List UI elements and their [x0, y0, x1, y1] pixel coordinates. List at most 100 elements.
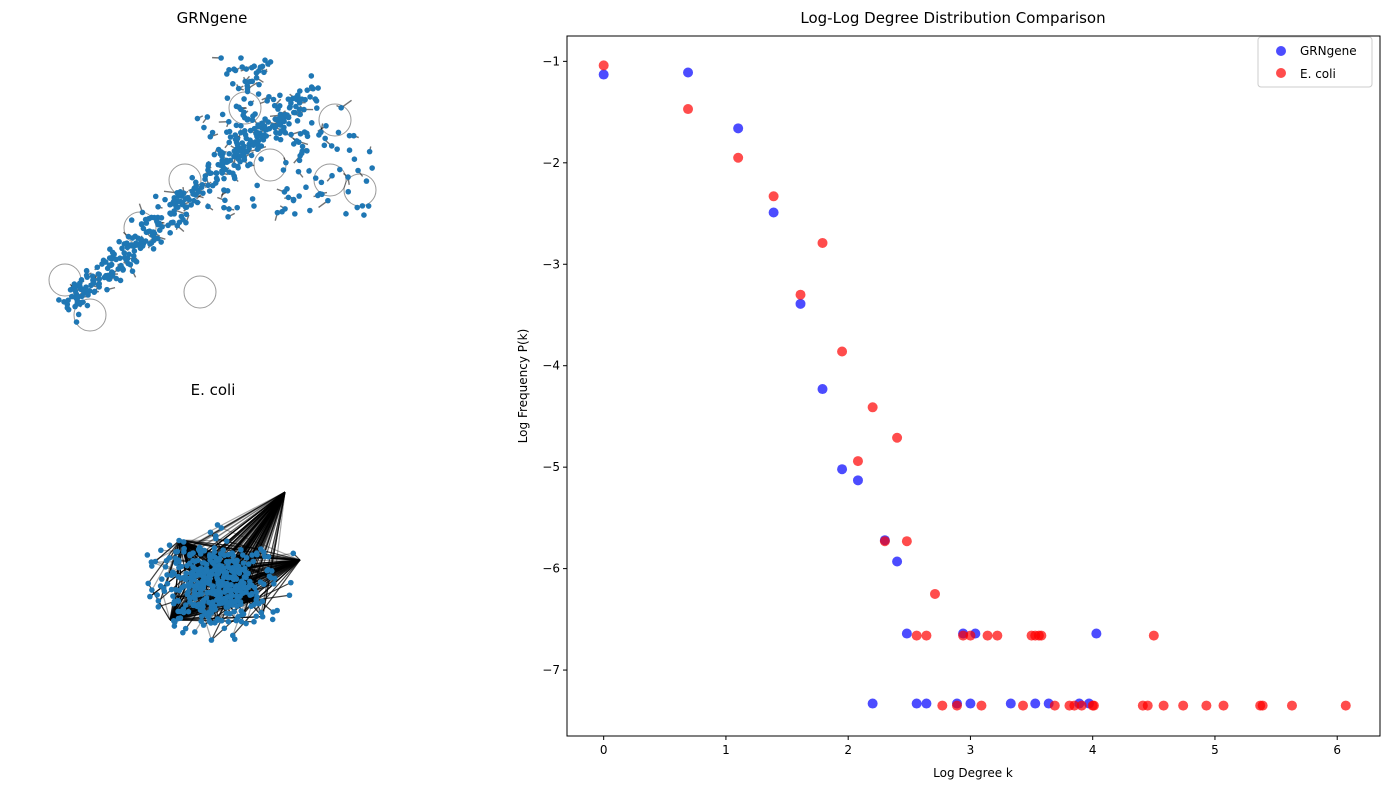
ecoli-point	[901, 536, 912, 547]
network-node	[236, 585, 242, 592]
network-node	[251, 618, 257, 625]
ecoli-point	[817, 237, 828, 248]
network-node	[212, 554, 219, 561]
grngene-point	[892, 556, 903, 567]
ecoli-point	[1286, 700, 1297, 711]
network-node	[259, 613, 266, 620]
network-node	[198, 613, 205, 620]
network-node	[218, 149, 224, 155]
x-tick-label: 6	[1333, 743, 1341, 757]
ecoli-point	[1148, 630, 1159, 641]
network-node	[138, 221, 145, 228]
network-node	[294, 92, 301, 99]
network-node	[336, 166, 343, 173]
legend-label-grngene: GRNgene	[1300, 44, 1357, 58]
network-node	[241, 96, 247, 102]
network-node	[265, 61, 271, 67]
network-node	[258, 143, 265, 149]
network-node	[259, 598, 266, 604]
network-node	[214, 616, 221, 622]
grngene-point	[1005, 698, 1016, 709]
self-loop	[318, 103, 352, 137]
network-node	[56, 297, 62, 303]
network-node	[75, 311, 82, 318]
network-node	[68, 293, 75, 300]
network-node	[157, 583, 164, 589]
network-node	[72, 288, 79, 294]
network-node	[139, 209, 146, 216]
network-node	[315, 85, 321, 91]
ecoli-point	[965, 630, 976, 641]
y-axis-label: Log Frequency P(k)	[516, 329, 530, 444]
ecoli-point	[937, 700, 948, 711]
network-node	[206, 613, 212, 620]
network-node	[204, 114, 211, 120]
network-node	[249, 196, 256, 202]
network-node	[225, 118, 232, 125]
network-node	[167, 201, 173, 208]
network-node	[187, 581, 194, 587]
network-node	[261, 69, 267, 76]
network-node	[64, 304, 71, 311]
network-node	[252, 111, 258, 117]
network-node	[227, 134, 234, 140]
network-node	[78, 277, 85, 283]
network-node	[189, 188, 196, 195]
network-node	[104, 286, 110, 293]
y-tick-label: −1	[542, 54, 560, 68]
ecoli-point	[683, 104, 694, 115]
y-tick-label: −6	[542, 562, 560, 576]
network-node	[213, 175, 220, 182]
network-node	[189, 569, 196, 575]
network-node	[129, 268, 136, 274]
grngene-point	[1030, 698, 1041, 709]
network-node	[285, 194, 292, 201]
network-node	[211, 566, 218, 573]
grngene-point	[768, 207, 779, 218]
ecoli-point	[1158, 700, 1169, 711]
grngene-point	[795, 298, 806, 309]
network-node	[297, 111, 303, 118]
network-edge	[262, 491, 286, 617]
network-node	[142, 238, 149, 244]
ecoli-point	[1036, 630, 1047, 641]
network-node	[304, 87, 311, 93]
network-node	[138, 236, 144, 242]
network-node	[224, 71, 230, 77]
network-node	[224, 188, 231, 194]
network-node	[250, 558, 257, 565]
network-node	[176, 537, 182, 544]
ecoli-point	[976, 700, 987, 711]
legend-marker-ecoli	[1276, 68, 1286, 78]
network-node	[238, 618, 245, 625]
network-node	[148, 214, 155, 221]
network-node	[220, 574, 227, 581]
network-node	[205, 163, 211, 169]
network-node	[319, 191, 325, 198]
network-node	[242, 132, 249, 138]
network-node	[144, 552, 151, 558]
network-node	[185, 589, 191, 595]
network-node	[351, 156, 358, 162]
grngene-network-graph: GRNgene	[48, 9, 377, 332]
network-node	[195, 189, 201, 196]
network-node	[206, 618, 213, 625]
network-node	[182, 625, 189, 632]
network-node	[131, 248, 138, 254]
network-node	[126, 251, 132, 258]
ecoli-point	[992, 630, 1003, 641]
network-node	[173, 549, 179, 555]
network-node	[365, 203, 372, 209]
self-loop	[73, 298, 107, 332]
network-node	[225, 563, 231, 569]
ecoli-point	[1218, 700, 1229, 711]
network-node	[238, 578, 245, 585]
network-node	[201, 547, 208, 554]
network-node	[121, 250, 127, 256]
network-node	[363, 178, 370, 184]
network-node	[297, 96, 304, 103]
network-node	[249, 78, 256, 85]
network-node	[238, 55, 244, 61]
network-edge	[192, 491, 286, 554]
grngene-point	[911, 698, 922, 709]
